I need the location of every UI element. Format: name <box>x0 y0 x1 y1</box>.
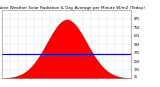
Title: Milwaukee Weather Solar Radiation & Day Average per Minute W/m2 (Today): Milwaukee Weather Solar Radiation & Day … <box>0 6 145 10</box>
